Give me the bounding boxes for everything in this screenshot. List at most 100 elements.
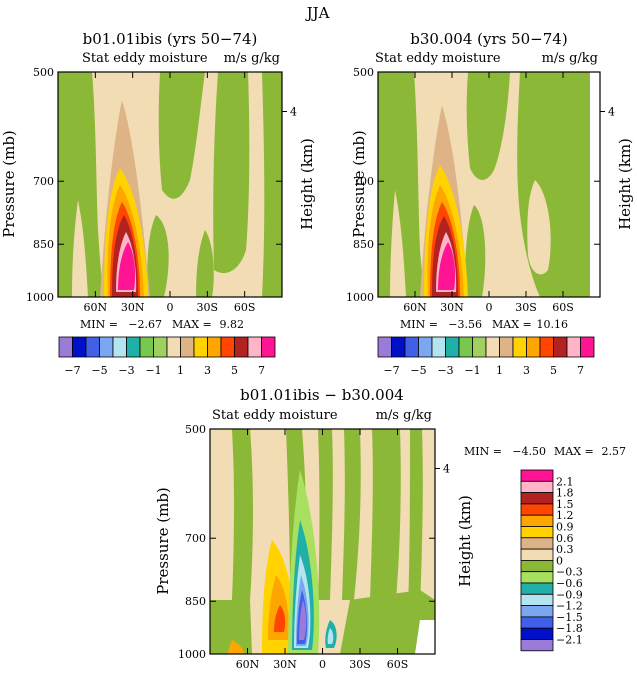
panel-left: b01.01ibis (yrs 50−74) Stat eddy moistur… — [0, 30, 316, 377]
colorbar-tick-label: 0.3 — [556, 543, 574, 556]
colorbar-swatch — [520, 582, 554, 595]
y-tick-label: 700 — [185, 532, 206, 545]
colorbar-tick-label: −1.5 — [556, 611, 583, 624]
colorbar-swatch — [445, 336, 460, 358]
max-label: MAX = — [492, 318, 532, 331]
y-tick-label: 1000 — [346, 291, 374, 304]
min-value: −3.56 — [448, 318, 482, 331]
max-value: 2.57 — [602, 445, 627, 458]
colorbar-swatch — [404, 336, 419, 358]
panel-title: b30.004 (yrs 50−74) — [410, 30, 567, 48]
colorbar-swatch — [499, 336, 514, 358]
x-axis: 60N 30N 0 30S 60S — [84, 72, 256, 314]
x-tick-label: 30N — [440, 301, 464, 314]
x-tick-label: 60S — [234, 301, 256, 314]
x-tick-label: 30S — [349, 658, 371, 671]
x-axis: 60N 30N 0 30S 60S — [236, 429, 409, 671]
min-label: MIN = — [400, 318, 438, 331]
min-label: MIN = — [80, 318, 118, 331]
x-tick-label: 60N — [403, 301, 427, 314]
colorbar-vertical: 2.11.81.51.20.90.60.30−0.3−0.6−0.9−1.2−1… — [520, 469, 583, 652]
colorbar-tick-label: −7 — [64, 364, 80, 377]
colorbar-tick-label: −1 — [464, 364, 480, 377]
min-value: −4.50 — [512, 445, 546, 458]
y-axis-left: Pressure (mb) 500 700 850 1000 — [154, 423, 435, 661]
colorbar-tick-label: 0.9 — [556, 521, 574, 534]
colorbar-tick-label: 1.8 — [556, 487, 574, 500]
right-axis: Height (km) 4 — [435, 463, 474, 587]
y-axis-title: Pressure (mb) — [154, 487, 172, 595]
max-value: 10.16 — [537, 318, 569, 331]
y-tick-label: 850 — [33, 238, 54, 251]
colorbar-swatch — [472, 336, 487, 358]
colorbar-swatch — [520, 548, 554, 561]
contour-field — [58, 72, 282, 297]
right-tick-label: 4 — [608, 106, 615, 119]
colorbar-swatch — [126, 336, 141, 358]
right-tick-label: 4 — [290, 106, 297, 119]
colorbar-swatch — [99, 336, 114, 358]
colorbar-swatch — [247, 336, 262, 358]
x-tick-label: 0 — [486, 301, 493, 314]
colorbar-swatch — [566, 336, 581, 358]
colorbar-tick-label: −3 — [437, 364, 453, 377]
right-axis-title: Height (km) — [616, 138, 634, 230]
x-tick-label: 60S — [387, 658, 409, 671]
x-tick-label: 30N — [273, 658, 297, 671]
panel-difference: b01.01ibis − b30.004 Stat eddy moisture … — [154, 386, 626, 671]
y-axis-title: Pressure (mb) — [350, 130, 368, 238]
panel-subtitle-right: m/s g/kg — [224, 51, 280, 66]
colorbar-tick-label: 0 — [556, 554, 563, 567]
y-tick-label: 700 — [33, 175, 54, 188]
contour-field — [378, 72, 600, 297]
colorbar-tick-label: 1.2 — [556, 509, 574, 522]
min-label: MIN = — [464, 445, 502, 458]
colorbar-swatch — [520, 537, 554, 550]
colorbar-tick-label: 1 — [496, 364, 503, 377]
panel-subtitle-left: Stat eddy moisture — [212, 408, 338, 423]
colorbar-swatch — [153, 336, 168, 358]
colorbar-tick-label: −1.8 — [556, 622, 583, 635]
colorbar-swatch — [261, 336, 276, 358]
figure-title: JJA — [305, 4, 330, 22]
right-axis: Height (km) 4 — [600, 106, 634, 230]
panel-subtitle-left: Stat eddy moisture — [82, 51, 208, 66]
colorbar-tick-label: 7 — [577, 364, 584, 377]
colorbar-tick-label: −0.6 — [556, 577, 583, 590]
colorbar-swatch — [112, 336, 127, 358]
x-tick-label: 60N — [236, 658, 260, 671]
colorbar-tick-label: 5 — [550, 364, 557, 377]
colorbar-swatch — [220, 336, 235, 358]
x-tick-label: 60S — [552, 301, 574, 314]
colorbar-swatch — [458, 336, 473, 358]
colorbar-tick-label: −5 — [91, 364, 107, 377]
colorbar-swatch — [520, 571, 554, 584]
panel-subtitle-right: m/s g/kg — [542, 51, 598, 66]
y-axis-left: Pressure (mb) 500 700 850 1000 — [346, 66, 600, 304]
panel-subtitle-right: m/s g/kg — [376, 408, 432, 423]
x-tick-label: 60N — [84, 301, 108, 314]
max-label: MAX = — [554, 445, 594, 458]
colorbar-swatch — [431, 336, 446, 358]
colorbar-swatch — [526, 336, 541, 358]
colorbar-right: −7 −5 −3 −1 1 3 5 7 — [377, 336, 595, 377]
colorbar-swatch — [520, 627, 554, 640]
colorbar-swatch — [520, 514, 554, 527]
colorbar-swatch — [512, 336, 527, 358]
colorbar-swatch — [58, 336, 73, 358]
colorbar-swatch — [377, 336, 392, 358]
colorbar-tick-label: −2.1 — [556, 634, 583, 647]
colorbar-swatch — [418, 336, 433, 358]
y-tick-label: 700 — [353, 175, 374, 188]
y-tick-label: 500 — [185, 423, 206, 436]
x-tick-label: 30S — [197, 301, 219, 314]
right-tick-label: 4 — [443, 463, 450, 476]
colorbar-swatch — [520, 480, 554, 493]
x-axis: 60N 30N 0 30S 60S — [403, 72, 574, 314]
colorbar-swatch — [180, 336, 195, 358]
colorbar-left: −7 −5 −3 −1 1 3 5 7 — [58, 336, 276, 377]
colorbar-tick-label: −0.9 — [556, 588, 583, 601]
min-value: −2.67 — [128, 318, 162, 331]
colorbar-tick-label: 2.1 — [556, 475, 574, 488]
